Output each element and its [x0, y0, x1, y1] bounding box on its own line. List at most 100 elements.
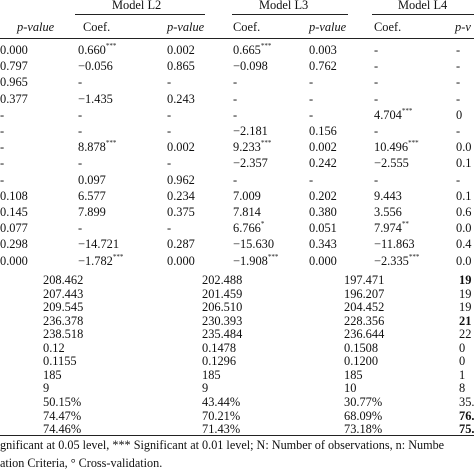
coef-cell: 0.375	[167, 205, 195, 219]
stat-cell: 75.	[459, 422, 474, 437]
coef-cell: 0.343	[309, 237, 337, 252]
coef-cell: 7.899	[78, 205, 106, 219]
rule-table-bottom	[0, 435, 474, 436]
stat-cell: 50.15%	[43, 394, 82, 409]
coef-cell: −2.181	[233, 124, 268, 138]
significance-mark: ***	[260, 42, 272, 50]
col-header-pvalue-l4: p-v	[455, 20, 471, 34]
coef-cell: −0.098	[233, 59, 268, 74]
stat-cell: 19	[459, 300, 472, 315]
coef-cell: -	[456, 43, 461, 57]
stat-cell: 22	[459, 327, 472, 342]
stat-cell: 19	[459, 286, 472, 301]
coef-cell: -	[309, 75, 314, 90]
coef-cell: 0.962	[167, 172, 195, 187]
stat-cell: 70.21%	[202, 408, 241, 423]
coef-cell: -	[374, 124, 379, 138]
coef-cell: −1.782***	[78, 252, 124, 268]
stat-cell: 185	[202, 367, 221, 382]
stat-cell: 196.207	[344, 286, 385, 301]
coef-cell: 0.865	[167, 59, 195, 74]
significance-mark: ***	[408, 252, 420, 261]
coef-cell: -	[78, 107, 83, 122]
coef-cell: -	[78, 156, 83, 171]
coef-cell: −1.908***	[233, 252, 279, 268]
coef-cell: -	[374, 172, 379, 187]
stat-cell: 73.18%	[344, 422, 383, 437]
coef-cell: 8.878***	[78, 139, 117, 155]
stat-cell: 0	[459, 354, 466, 369]
coef-cell: −1.435	[78, 91, 113, 106]
coef-cell: 0.145	[0, 205, 28, 219]
stat-cell: 0.1155	[43, 354, 77, 369]
coef-cell: 0.660***	[78, 42, 117, 58]
stat-cell: 9	[43, 381, 50, 396]
stat-cell: 0.1296	[202, 354, 237, 369]
coef-cell: -	[456, 172, 461, 187]
significance-mark: ***	[105, 42, 117, 50]
coef-cell: -	[309, 107, 314, 122]
significance-mark: **	[401, 220, 409, 229]
coef-cell: -	[309, 91, 314, 106]
coef-cell: −2.555	[374, 156, 409, 171]
coef-cell: 9.443	[374, 188, 402, 203]
significance-mark: *	[260, 220, 265, 229]
coef-cell: −14.721	[78, 237, 120, 252]
coef-cell: -	[233, 91, 238, 106]
coef-cell: −15.630	[233, 237, 275, 252]
model-l4-header: Model L4	[398, 0, 448, 12]
stat-cell: 235.484	[202, 327, 243, 342]
coef-cell: −0.056	[78, 59, 113, 74]
stat-cell: 74.46%	[43, 422, 82, 437]
coef-cell: -	[167, 124, 172, 138]
coef-cell: 0.4	[456, 237, 472, 252]
rule-header-bottom	[0, 38, 474, 39]
coef-cell: 4.704***	[374, 106, 413, 122]
coef-cell: 7.814	[233, 205, 261, 219]
model-l3-header: Model L3	[259, 0, 309, 12]
coef-cell: 0.377	[0, 91, 28, 106]
stat-cell: 71.43%	[202, 422, 241, 437]
stat-cell: 10	[344, 381, 357, 396]
rule-top-l3	[232, 14, 348, 15]
coef-cell: 0.077	[0, 221, 28, 236]
model-l2-header: Model L2	[112, 0, 162, 12]
coef-cell: -	[0, 124, 5, 138]
coef-cell: -	[0, 156, 5, 171]
stat-cell: 204.452	[344, 300, 385, 315]
stat-cell: 0.1200	[344, 354, 379, 369]
stat-cell: 206.510	[202, 300, 243, 315]
coef-cell: 0.097	[78, 172, 106, 187]
coef-cell: -	[78, 124, 83, 138]
coef-cell: -	[167, 107, 172, 122]
stat-cell: 202.488	[202, 273, 243, 287]
significance-mark: ***	[408, 139, 419, 148]
coef-cell: 0.665***	[233, 42, 272, 58]
coef-cell: 0.002	[309, 140, 337, 155]
col-header-coef-l2: Coef.	[83, 20, 111, 34]
coef-cell: −2.357	[233, 156, 268, 171]
stat-cell: 19	[459, 273, 472, 287]
stat-cell: 197.471	[344, 273, 385, 287]
col-header-coef-l3: Coef.	[233, 20, 261, 34]
coef-cell: 0	[456, 107, 463, 122]
col-header-pvalue-l2: p-value	[167, 20, 205, 34]
coef-cell: -	[374, 59, 379, 74]
coef-cell: 0.202	[309, 188, 337, 203]
coef-cell: 3.556	[374, 205, 402, 219]
coef-cell: 0.002	[167, 140, 195, 155]
col-header-pvalue-l3: p-value	[309, 20, 347, 34]
significance-mark: ***	[401, 106, 413, 115]
stat-cell: 207.443	[43, 286, 84, 301]
coef-cell: 0.0	[456, 221, 472, 236]
stat-cell: 201.459	[202, 286, 243, 301]
coef-cell: 0.1	[456, 188, 472, 203]
coef-cell: 0.234	[167, 188, 195, 203]
coef-cell: 0.380	[309, 205, 337, 219]
significance-mark: ***	[260, 139, 272, 148]
stat-cell: 185	[344, 367, 363, 382]
significance-mark: ***	[112, 252, 124, 261]
coef-cell: 0.003	[309, 43, 337, 57]
coef-cell: -	[456, 75, 461, 90]
coef-cell: 0.000	[0, 43, 28, 57]
